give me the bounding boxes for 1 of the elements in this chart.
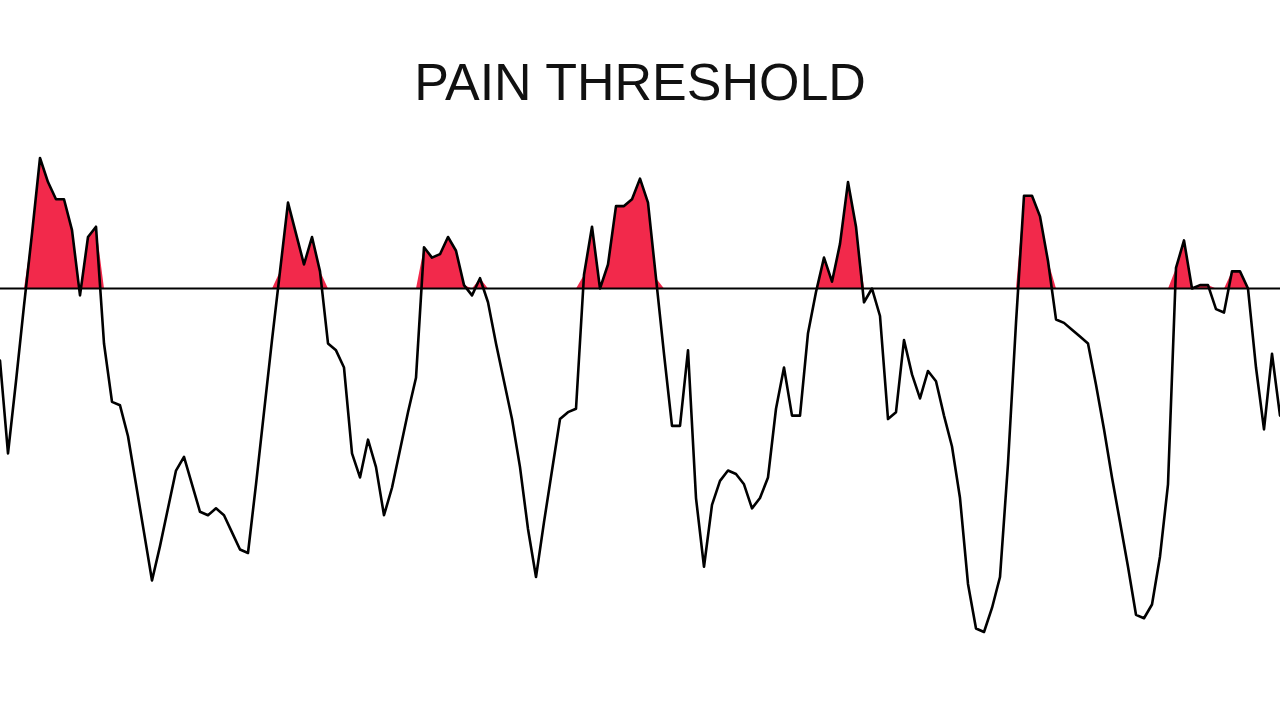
chart-title: PAIN THRESHOLD — [414, 52, 866, 111]
